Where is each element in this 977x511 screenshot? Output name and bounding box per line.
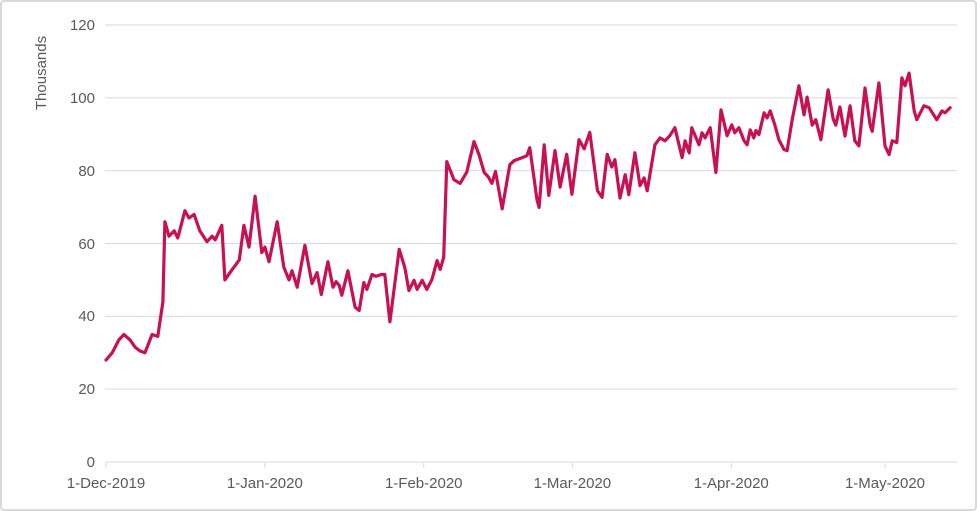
x-axis-tick-label: 1-May-2020: [844, 475, 926, 492]
x-axis-tick-label: 1-Dec-2019: [66, 475, 146, 492]
x-axis-tick-label: 1-Feb-2020: [384, 475, 463, 492]
x-axis-tick-label: 1-Apr-2020: [693, 475, 769, 492]
y-axis-tick-label: 120: [69, 17, 95, 34]
x-axis-tick-label: 1-Mar-2020: [533, 475, 612, 492]
y-axis-tick-label: 40: [78, 308, 95, 326]
y-axis-tick-label: 80: [78, 162, 95, 180]
data-series-line: [104, 71, 952, 362]
y-axis-tick-label: 60: [78, 235, 95, 253]
x-axis-tick-label: 1-Jan-2020: [226, 475, 303, 492]
y-axis-tick-label: 0: [86, 454, 95, 471]
y-axis-tick-label: 100: [69, 89, 95, 107]
y-axis-tick-label: 20: [78, 381, 95, 399]
